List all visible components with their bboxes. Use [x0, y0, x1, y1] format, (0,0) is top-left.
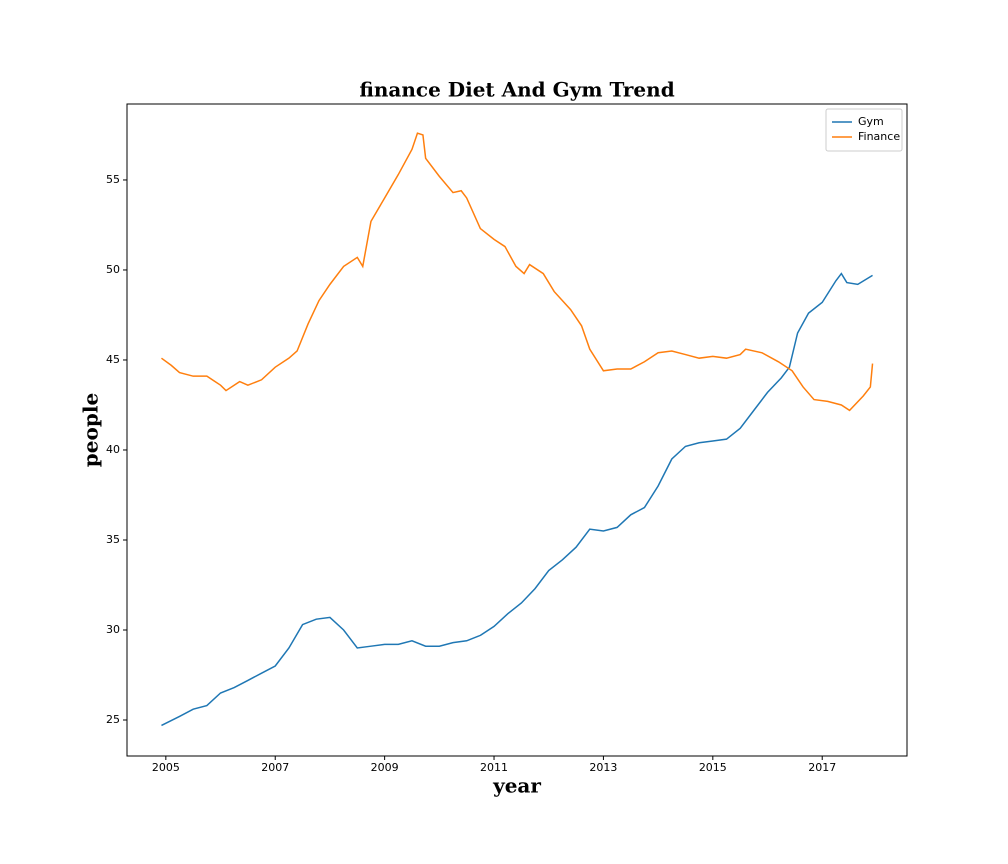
line-series	[161, 132, 874, 412]
plot-frame	[126, 103, 908, 757]
legend-label: Gym	[858, 115, 884, 128]
y-tick-label: 25	[106, 713, 120, 726]
y-tick-label: 35	[106, 533, 120, 546]
legend-box	[825, 108, 903, 152]
y-tick-label: 55	[106, 173, 120, 186]
x-tick-label: 2005	[152, 761, 180, 774]
x-tick-label: 2011	[480, 761, 508, 774]
line-series	[161, 272, 873, 727]
y-tick-label: 45	[106, 353, 120, 366]
legend-label: Finance	[858, 130, 900, 143]
y-tick-label: 30	[106, 623, 120, 636]
y-tick-label: 40	[106, 443, 120, 456]
y-axis-label: people	[79, 393, 103, 467]
chart-title: finance Diet And Gym Trend	[359, 78, 674, 102]
x-tick-label: 2007	[261, 761, 289, 774]
y-tick-label: 50	[106, 263, 120, 276]
x-tick-label: 2013	[589, 761, 617, 774]
x-tick-label: 2015	[699, 761, 727, 774]
x-tick-label: 2009	[371, 761, 399, 774]
x-axis-label: year	[492, 774, 541, 798]
x-tick-label: 2017	[808, 761, 836, 774]
